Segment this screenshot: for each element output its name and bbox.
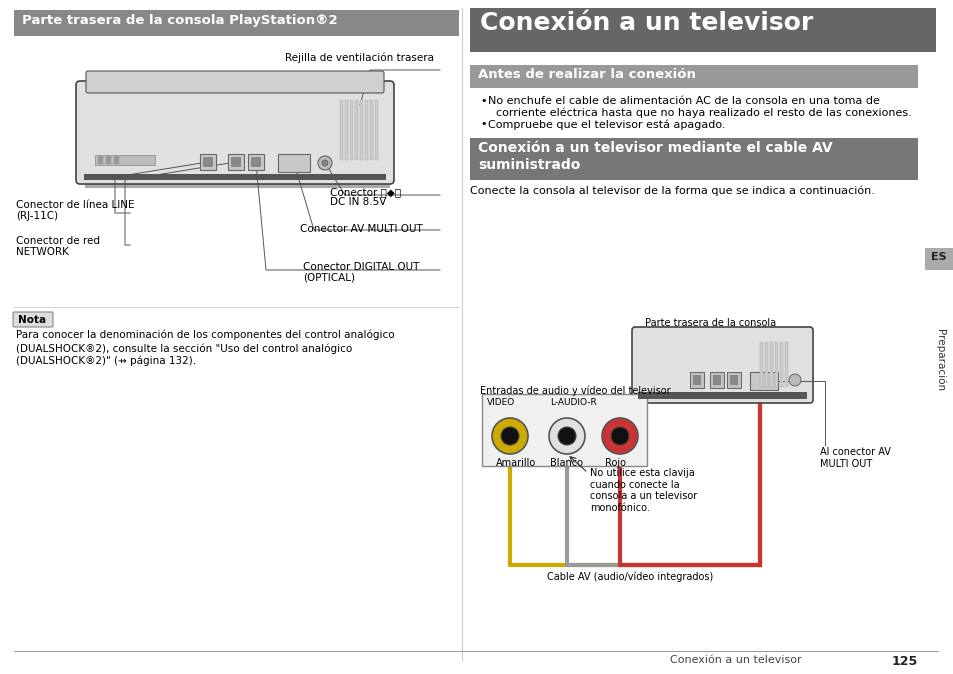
Bar [248,154,264,170]
Text: •: • [479,119,486,129]
FancyBboxPatch shape [76,81,394,184]
Bar [95,155,154,165]
Bar [228,154,244,170]
Bar [339,100,343,160]
Bar [780,342,782,387]
Bar [638,392,806,399]
Text: Conector de línea LINE: Conector de línea LINE [16,200,134,210]
Bar [98,156,103,164]
Text: Preparación: Preparación [934,329,944,391]
Text: (DUALSHOCK®2), consulte la sección "Uso del control analógico: (DUALSHOCK®2), consulte la sección "Uso … [16,343,352,353]
Text: Conexión a un televisor: Conexión a un televisor [479,11,812,35]
Circle shape [322,160,328,166]
Bar [470,65,917,88]
Text: Conecte la consola al televisor de la forma que se indica a continuación.: Conecte la consola al televisor de la fo… [470,186,874,197]
Text: Conexión a un televisor: Conexión a un televisor [669,655,801,665]
Circle shape [317,156,332,170]
Bar [370,100,373,160]
Text: 125: 125 [891,655,918,668]
Text: Nota: Nota [18,315,46,325]
Bar [470,8,935,52]
Bar [924,248,952,270]
Circle shape [610,427,628,445]
Text: Rejilla de ventilación trasera: Rejilla de ventilación trasera [285,53,434,63]
Text: Amarillo: Amarillo [496,458,536,468]
Text: Para conocer la denominación de los componentes del control analógico: Para conocer la denominación de los comp… [16,330,395,340]
Bar [749,372,778,390]
Circle shape [548,418,584,454]
Text: Parte trasera de la consola PlayStation®2: Parte trasera de la consola PlayStation®… [22,14,337,27]
Circle shape [601,418,638,454]
Text: NETWORK: NETWORK [16,247,69,257]
Bar [764,342,767,387]
Text: suministrado: suministrado [477,158,579,172]
Text: ES: ES [930,252,945,262]
FancyBboxPatch shape [13,312,53,327]
Text: Cable AV (audio/vídeo integrados): Cable AV (audio/vídeo integrados) [546,572,713,582]
Bar [350,100,353,160]
Bar [106,156,111,164]
Bar [251,157,261,167]
Text: Al conector AV
MULTI OUT: Al conector AV MULTI OUT [820,447,890,468]
Bar [760,342,762,387]
Bar [689,372,703,388]
Text: Antes de realizar la conexión: Antes de realizar la conexión [477,68,695,81]
Text: Parte trasera de la consola: Parte trasera de la consola [644,318,776,328]
Text: (DUALSHOCK®2)" (⇸ página 132).: (DUALSHOCK®2)" (⇸ página 132). [16,356,196,367]
Bar [774,342,778,387]
Text: corriente eléctrica hasta que no haya realizado el resto de las conexiones.: corriente eléctrica hasta que no haya re… [496,107,911,117]
Bar [14,10,458,36]
Circle shape [492,418,527,454]
Text: VIDEO: VIDEO [486,398,515,407]
Text: (OPTICAL): (OPTICAL) [303,273,355,283]
Bar [231,157,241,167]
Bar [359,100,363,160]
Text: Conector ⦿◆⦿: Conector ⦿◆⦿ [330,187,400,197]
Text: Conector AV MULTI OUT: Conector AV MULTI OUT [299,224,422,234]
Bar [769,342,772,387]
Bar [784,342,787,387]
Text: Blanco: Blanco [550,458,582,468]
Text: Compruebe que el televisor está apagado.: Compruebe que el televisor está apagado. [488,119,724,129]
FancyBboxPatch shape [631,327,812,403]
Bar [375,100,377,160]
Bar [84,174,386,180]
Bar [692,375,700,385]
Text: No enchufe el cable de alimentación AC de la consola en una toma de: No enchufe el cable de alimentación AC d… [488,96,879,106]
Bar [203,157,213,167]
Bar [726,372,740,388]
Text: Conector DIGITAL OUT: Conector DIGITAL OUT [303,262,419,272]
Bar [365,100,368,160]
Circle shape [558,427,576,445]
Text: No utilice esta clavija
cuando conecte la
consola a un televisor
monofónico.: No utilice esta clavija cuando conecte l… [589,468,697,513]
Text: Conector de red: Conector de red [16,236,100,246]
Bar [85,180,390,188]
Bar [200,154,215,170]
Text: Rojo: Rojo [604,458,625,468]
Bar [113,156,119,164]
FancyBboxPatch shape [86,71,384,93]
Bar [345,100,348,160]
Bar [470,138,917,180]
Bar [481,394,646,466]
Circle shape [500,427,518,445]
Text: Conexión a un televisor mediante el cable AV: Conexión a un televisor mediante el cabl… [477,141,832,155]
Text: (RJ-11C): (RJ-11C) [16,211,58,221]
Text: Entradas de audio y vídeo del televisor: Entradas de audio y vídeo del televisor [479,385,670,396]
Bar [712,375,720,385]
Text: L-AUDIO-R: L-AUDIO-R [550,398,597,407]
Circle shape [788,374,801,386]
Text: •: • [479,96,486,106]
Text: DC IN 8.5V: DC IN 8.5V [330,197,386,207]
Bar [277,154,310,172]
Bar [355,100,357,160]
Bar [729,375,738,385]
Bar [709,372,723,388]
